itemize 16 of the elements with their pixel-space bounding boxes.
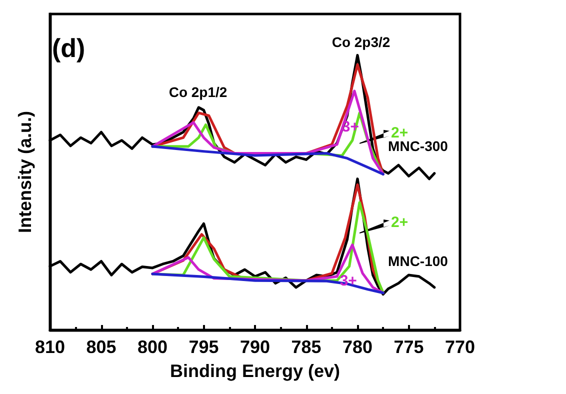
annotation: (d) [52, 33, 86, 63]
x-tick-label: 800 [137, 337, 168, 357]
text: Co 2p3/2 [332, 34, 390, 50]
x-tick-label: 805 [86, 337, 116, 357]
x-tick-label: 770 [444, 337, 476, 357]
y-axis-title: Intensity (a.u.) [15, 110, 35, 234]
x-axis-title: Binding Energy (ev) [170, 361, 340, 381]
x-tick-label: 795 [188, 337, 219, 357]
annotation: Co 2p1/2 [168, 84, 228, 100]
series-label: 2+ [390, 214, 408, 231]
x-tick-label: 775 [394, 337, 424, 357]
x-tick-label: 790 [240, 337, 270, 357]
annotation: MNC-100 [388, 253, 448, 269]
x-tick-label: 780 [342, 337, 373, 357]
x-tick-label: 785 [291, 337, 322, 357]
x-tick-label: 810 [34, 337, 66, 357]
